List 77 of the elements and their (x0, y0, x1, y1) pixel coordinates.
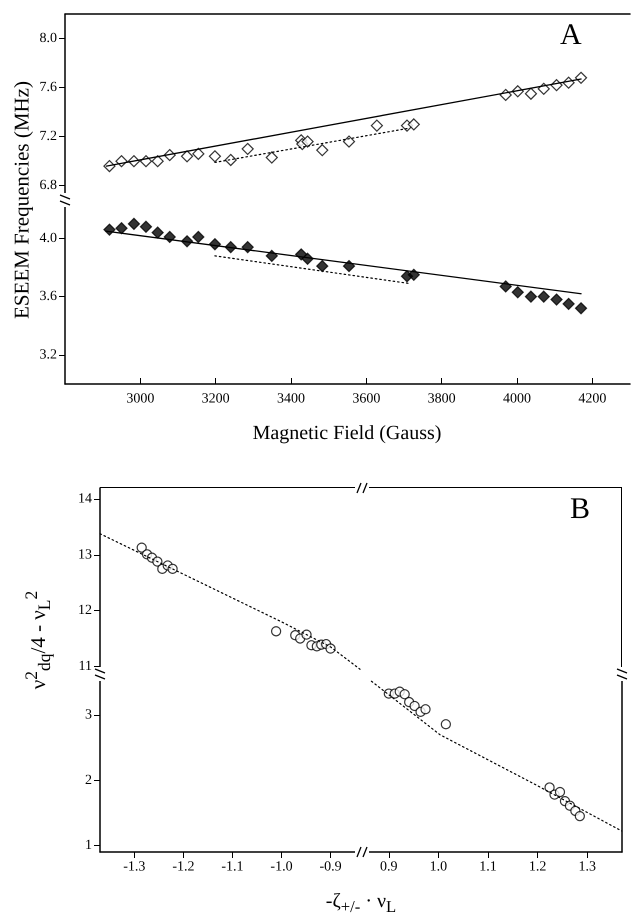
x-tick-label: 1.0 (430, 860, 448, 874)
point (325, 643, 336, 654)
point (168, 564, 178, 574)
point (370, 120, 383, 132)
point (316, 144, 328, 156)
point (316, 260, 328, 272)
x-axis-title: Magnetic Field (Gauss) (252, 422, 442, 445)
y-tick-label: 2 (85, 772, 92, 788)
y-tick-label: 7.6 (40, 80, 57, 96)
y-tick-label: 3 (85, 708, 92, 723)
point (420, 704, 431, 714)
point (140, 220, 152, 233)
x-tick-label: 4000 (503, 392, 531, 406)
point (192, 148, 204, 160)
annotation: A (560, 18, 582, 52)
x-tick-label: 3600 (352, 392, 380, 406)
x-tick-label: -1.0 (270, 860, 293, 874)
y-axis-title: ESEEM Frequencies (MHz) (10, 81, 34, 319)
point (208, 150, 222, 162)
y-tick-label: 3.6 (40, 289, 57, 304)
x-tick-label: 1.2 (528, 860, 546, 874)
point (180, 150, 194, 162)
x-tick-label: -0.9 (319, 860, 342, 874)
point (544, 782, 555, 793)
y-tick-label: 6.8 (40, 178, 57, 194)
point (512, 286, 524, 298)
point (266, 250, 278, 262)
point (538, 290, 550, 303)
point (410, 700, 420, 712)
x-tick-label: 1.3 (578, 860, 596, 874)
y-tick-label: 12 (78, 603, 92, 618)
x-tick-label: 3200 (202, 392, 230, 406)
x-axis-title: -ζ$_{+/-}$ · ν$_{L}$ (326, 890, 396, 917)
point (115, 222, 128, 234)
point (554, 786, 566, 798)
point (301, 630, 312, 640)
x-tick-label: 3800 (428, 392, 456, 406)
y-tick-label: 11 (78, 658, 92, 674)
point (574, 72, 588, 84)
y-tick-label: 1 (85, 838, 92, 853)
x-tick-label: 3000 (126, 392, 154, 406)
point (266, 151, 278, 164)
point (562, 298, 575, 310)
point (128, 218, 140, 230)
point (400, 689, 410, 700)
point (152, 155, 164, 168)
x-tick-label: -1.2 (172, 860, 194, 874)
text: B (570, 492, 590, 526)
x-tick-label: 4200 (578, 392, 606, 406)
y-tick-label: 4.0 (40, 230, 57, 246)
point (574, 302, 588, 314)
x-tick-label: -1.1 (221, 860, 244, 874)
point (242, 142, 254, 156)
point (301, 135, 314, 148)
point (342, 135, 356, 148)
y-tick-label: 13 (78, 547, 92, 562)
point (574, 811, 585, 822)
point (408, 118, 420, 130)
point (152, 226, 164, 239)
x-tick-label: 1.1 (479, 860, 497, 874)
x-tick-label: -1.3 (123, 860, 146, 874)
y-tick-label: 7.2 (40, 129, 57, 144)
point (500, 280, 512, 293)
point (136, 542, 147, 553)
point (192, 230, 204, 244)
point (524, 290, 538, 303)
y-tick-label: 3.2 (40, 347, 57, 362)
point (550, 293, 563, 306)
point (164, 230, 176, 244)
point (524, 88, 538, 100)
x-tick-label: 3400 (277, 392, 305, 406)
y-tick-label: 14 (78, 492, 92, 507)
y-tick-label: 8.0 (40, 31, 57, 46)
point (242, 241, 254, 254)
point (271, 626, 282, 636)
x-tick-label: 0.9 (380, 860, 398, 874)
point (440, 719, 451, 730)
